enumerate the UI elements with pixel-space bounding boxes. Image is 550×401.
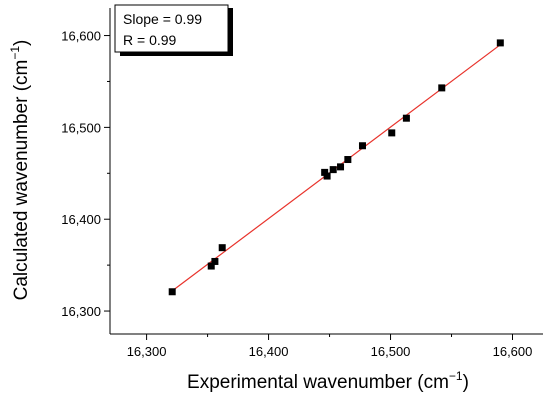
- data-points: [168, 39, 504, 296]
- y-tick-label: 16,600: [61, 29, 101, 44]
- data-point: [218, 244, 226, 252]
- legend-r: R = 0.99: [123, 32, 177, 48]
- data-point: [337, 163, 345, 171]
- legend-slope: Slope = 0.99: [123, 11, 202, 27]
- legend-frame: [114, 4, 229, 53]
- data-point: [207, 262, 215, 270]
- data-point: [358, 142, 366, 150]
- data-point: [329, 166, 337, 174]
- data-point: [496, 39, 504, 47]
- x-tick-label: 16,500: [371, 344, 411, 359]
- data-point: [402, 114, 410, 122]
- data-point: [438, 84, 446, 92]
- x-axis-title: Experimental wavenumber (cm−1): [187, 369, 469, 393]
- x-tick-label: 16,600: [493, 344, 533, 359]
- legend-box: Slope = 0.99 R = 0.99: [114, 4, 233, 56]
- x-axis-title-text: Experimental wavenumber (cm−1): [187, 369, 469, 393]
- axes: 16,300 16,400 16,500 16,600 16,300 16,400 16,5…: [61, 8, 543, 359]
- data-point: [344, 156, 352, 164]
- fit-line-layer: [171, 43, 502, 292]
- data-point: [321, 168, 329, 176]
- data-point: [211, 257, 219, 265]
- y-tick-label: 16,500: [61, 120, 101, 135]
- y-tick-label: 16,400: [61, 212, 101, 227]
- data-point: [168, 288, 176, 296]
- data-point: [323, 172, 331, 180]
- x-tick-label: 16,300: [127, 344, 167, 359]
- data-point: [388, 129, 396, 137]
- y-tick-label: 16,300: [61, 304, 101, 319]
- y-axis-title: Calculated wavenumber (cm−1): [8, 40, 32, 301]
- linear-fit-line: [171, 43, 502, 292]
- x-tick-label: 16,400: [249, 344, 289, 359]
- y-axis-title-text: Calculated wavenumber (cm−1): [8, 40, 32, 301]
